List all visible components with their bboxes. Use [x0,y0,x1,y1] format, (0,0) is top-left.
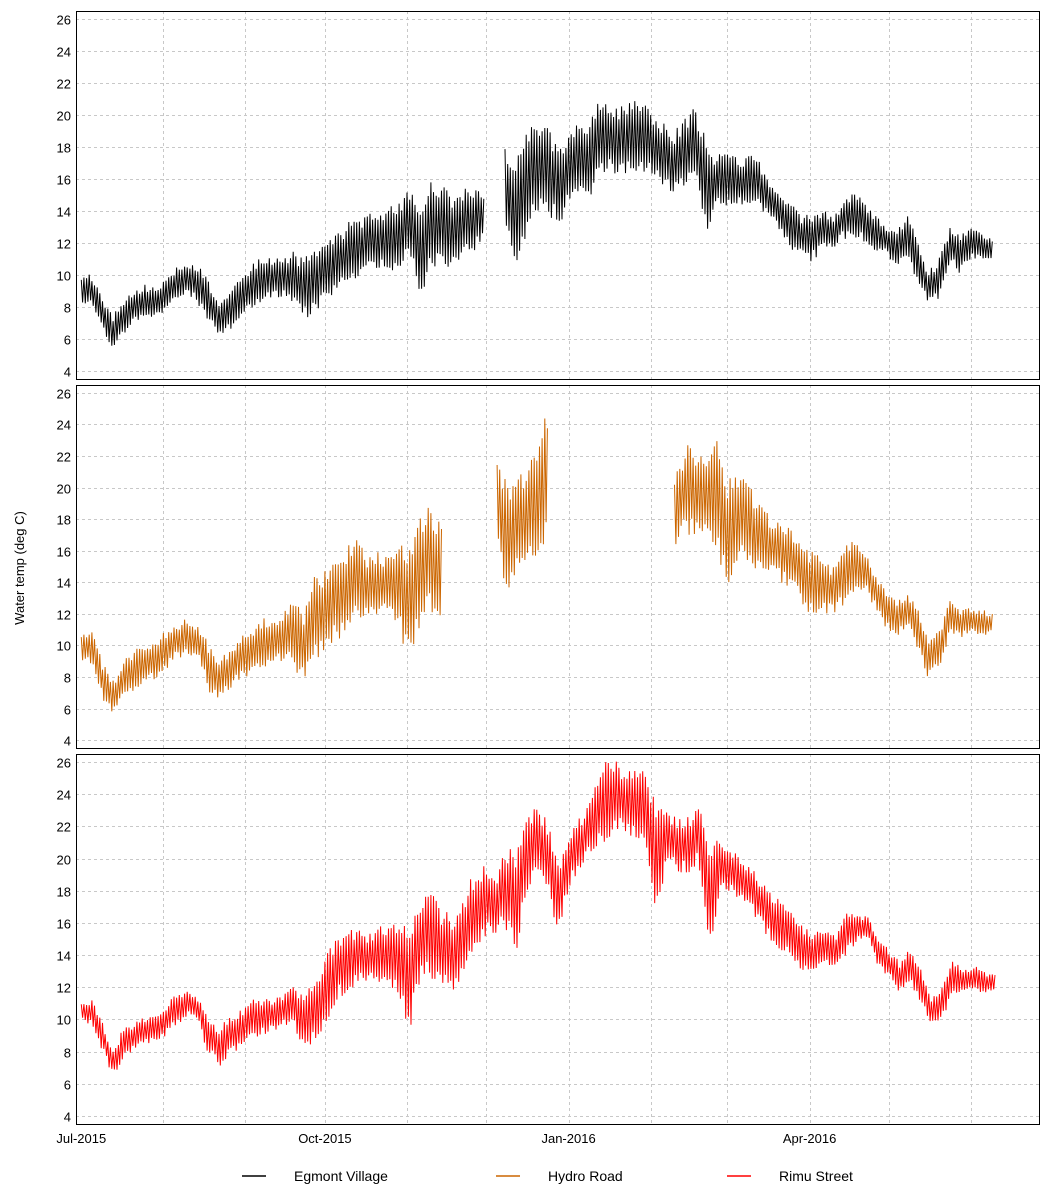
y-tick-label: 20 [57,853,71,868]
y-tick-label: 12 [57,237,71,252]
y-tick-label: 10 [57,1013,71,1028]
plot-area [76,754,1039,1124]
y-tick-label: 10 [57,269,71,284]
legend-label: Hydro Road [548,1168,623,1184]
y-tick-label: 20 [57,109,71,124]
x-tick-label: Apr-2016 [783,1131,836,1146]
x-tick-label: Oct-2015 [298,1131,351,1146]
y-tick-label: 20 [57,482,71,497]
y-tick-label: 6 [64,1078,71,1093]
y-tick-label: 4 [64,734,71,749]
y-tick-label: 24 [57,45,71,60]
panel-1: 4 6 8 10 12 14 16 18 20 22 24 26 [57,385,1040,749]
y-tick-label: 26 [57,13,71,28]
y-tick-label: 6 [64,333,71,348]
series-line-hydro-road [80,507,442,712]
y-tick-label: 14 [57,949,71,964]
y-tick-label: 18 [57,141,71,156]
series-line-egmont-village [80,182,485,346]
y-tick-label: 22 [57,820,71,835]
y-axis-label: Water temp (deg C) [12,511,27,625]
y-tick-label: 22 [57,77,71,92]
y-tick-label: 18 [57,885,71,900]
y-tick-label: 24 [57,788,71,803]
y-tick-label: 16 [57,173,71,188]
y-tick-label: 4 [64,1110,71,1125]
legend-label: Rimu Street [779,1168,853,1184]
y-tick-label: 16 [57,917,71,932]
series-line-egmont-village [504,101,993,301]
y-tick-label: 8 [64,671,71,686]
legend-label: Egmont Village [294,1168,388,1184]
y-tick-label: 12 [57,608,71,623]
y-tick-label: 24 [57,418,71,433]
y-tick-label: 4 [64,365,71,380]
y-tick-label: 12 [57,981,71,996]
y-tick-label: 22 [57,450,71,465]
y-tick-label: 16 [57,545,71,560]
y-tick-label: 14 [57,576,71,591]
plot-area [76,385,1039,748]
x-tick-label: Jul-2015 [56,1131,106,1146]
series-line-hydro-road [496,418,548,588]
y-tick-label: 26 [57,387,71,402]
y-tick-label: 8 [64,1046,71,1061]
y-tick-label: 10 [57,639,71,654]
y-tick-label: 6 [64,703,71,718]
panel-0: 4 6 8 10 12 14 16 18 20 22 24 26 [57,11,1040,380]
x-tick-label: Jan-2016 [541,1131,595,1146]
series-line-hydro-road [674,441,993,677]
panel-2: 4 6 8 10 12 14 16 18 20 22 24 26 [57,754,1040,1125]
y-tick-label: 8 [64,301,71,316]
series-line-rimu-street [80,761,996,1070]
y-tick-label: 14 [57,205,71,220]
y-tick-label: 26 [57,756,71,771]
y-tick-label: 18 [57,513,71,528]
